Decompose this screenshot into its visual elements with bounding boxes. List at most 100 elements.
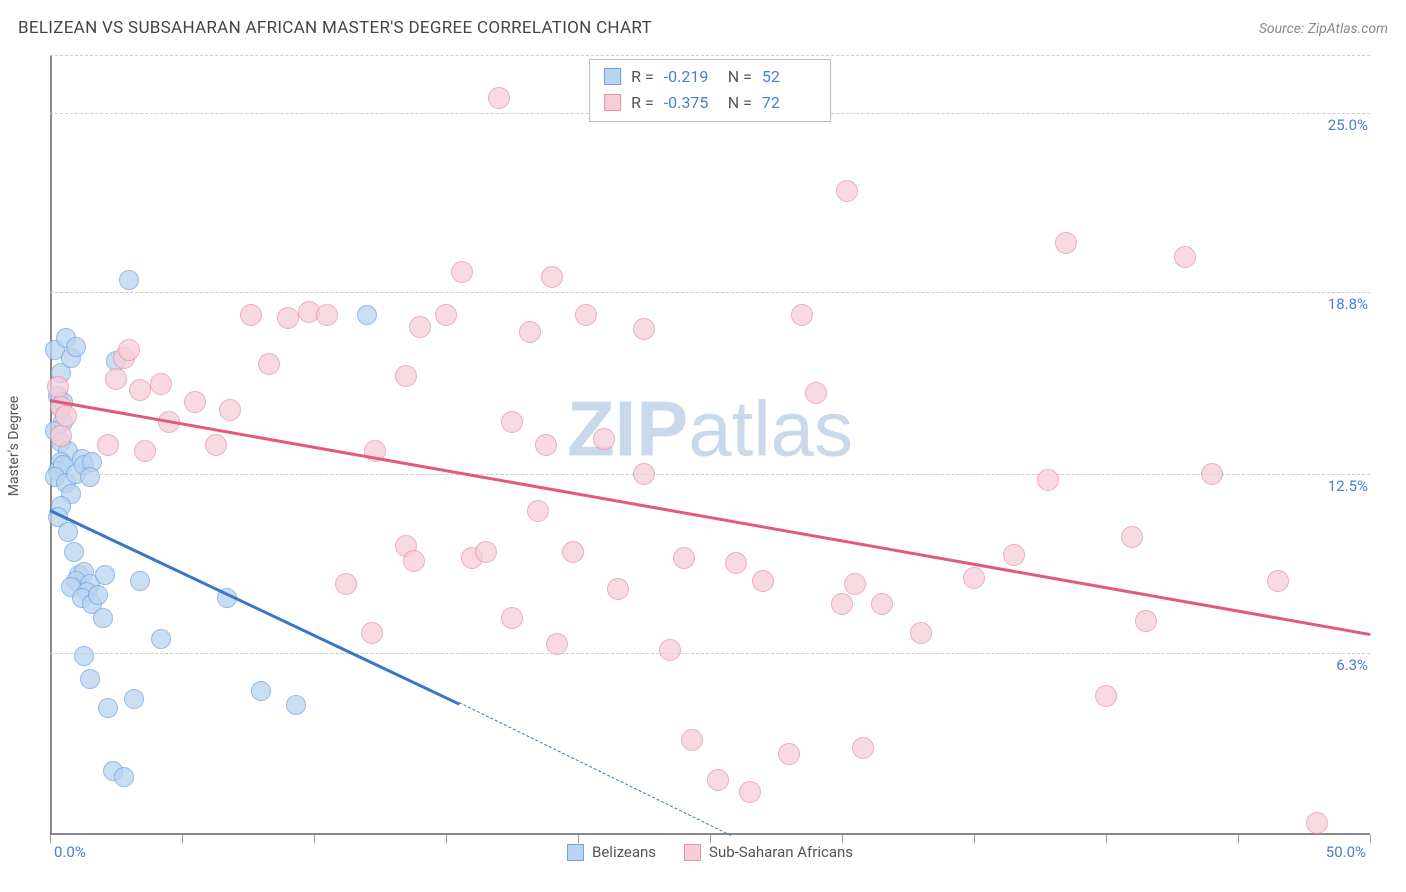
data-point-belizeans bbox=[74, 646, 94, 666]
legend-bottom: Belizeans Sub-Saharan Africans bbox=[567, 843, 853, 861]
data-point-belizeans bbox=[93, 608, 113, 628]
data-point-subsaharan bbox=[1267, 570, 1289, 592]
data-point-belizeans bbox=[119, 270, 139, 290]
data-point-belizeans bbox=[80, 669, 100, 689]
data-point-belizeans bbox=[124, 689, 144, 709]
swatch-subsaharan bbox=[684, 844, 701, 861]
swatch-belizeans bbox=[567, 844, 584, 861]
x-tick bbox=[1238, 835, 1239, 843]
data-point-subsaharan bbox=[725, 552, 747, 574]
data-point-subsaharan bbox=[871, 593, 893, 615]
stats-row-subsaharan: R = -0.375 N = 72 bbox=[604, 90, 816, 116]
y-tick-label: 6.3% bbox=[1332, 656, 1372, 674]
data-point-subsaharan bbox=[475, 541, 497, 563]
data-point-subsaharan bbox=[607, 578, 629, 600]
swatch-stats-belizeans bbox=[604, 68, 621, 85]
data-point-belizeans bbox=[251, 681, 271, 701]
data-point-subsaharan bbox=[1003, 544, 1025, 566]
data-point-belizeans bbox=[95, 565, 115, 585]
data-point-subsaharan bbox=[633, 463, 655, 485]
trend-line bbox=[50, 399, 1370, 635]
data-point-subsaharan bbox=[219, 399, 241, 421]
gridline bbox=[50, 55, 1370, 56]
data-point-subsaharan bbox=[50, 425, 72, 447]
data-point-subsaharan bbox=[335, 573, 357, 595]
data-point-subsaharan bbox=[184, 391, 206, 413]
data-point-subsaharan bbox=[535, 434, 557, 456]
data-point-subsaharan bbox=[1174, 246, 1196, 268]
trend-line bbox=[459, 702, 731, 836]
y-tick-label: 12.5% bbox=[1324, 477, 1372, 495]
stats-box: R = -0.219 N = 52 R = -0.375 N = 72 bbox=[589, 59, 831, 122]
data-point-belizeans bbox=[58, 522, 78, 542]
data-point-subsaharan bbox=[519, 321, 541, 343]
x-tick bbox=[842, 835, 843, 843]
data-point-subsaharan bbox=[150, 373, 172, 395]
swatch-stats-subsaharan bbox=[604, 94, 621, 111]
legend-item-belizeans: Belizeans bbox=[567, 843, 656, 861]
data-point-subsaharan bbox=[681, 729, 703, 751]
data-point-subsaharan bbox=[1055, 232, 1077, 254]
data-point-subsaharan bbox=[1135, 610, 1157, 632]
legend-item-subsaharan: Sub-Saharan Africans bbox=[684, 843, 853, 861]
data-point-belizeans bbox=[88, 585, 108, 605]
data-point-belizeans bbox=[114, 767, 134, 787]
data-point-subsaharan bbox=[836, 180, 858, 202]
data-point-subsaharan bbox=[47, 376, 69, 398]
gridline bbox=[50, 653, 1370, 654]
data-point-subsaharan bbox=[105, 368, 127, 390]
x-tick bbox=[1370, 835, 1371, 843]
data-point-subsaharan bbox=[963, 567, 985, 589]
data-point-subsaharan bbox=[1095, 685, 1117, 707]
data-point-subsaharan bbox=[831, 593, 853, 615]
data-point-subsaharan bbox=[910, 622, 932, 644]
y-tick-label: 25.0% bbox=[1324, 116, 1372, 134]
data-point-belizeans bbox=[80, 467, 100, 487]
data-point-subsaharan bbox=[118, 339, 140, 361]
gridline bbox=[50, 292, 1370, 293]
source-attribution: Source: ZipAtlas.com bbox=[1259, 21, 1388, 37]
data-point-subsaharan bbox=[409, 316, 431, 338]
data-point-subsaharan bbox=[633, 318, 655, 340]
x-tick bbox=[182, 835, 183, 843]
data-point-belizeans bbox=[286, 695, 306, 715]
x-tick bbox=[710, 835, 711, 843]
data-point-belizeans bbox=[130, 571, 150, 591]
data-point-subsaharan bbox=[403, 550, 425, 572]
data-point-subsaharan bbox=[673, 547, 695, 569]
x-tick bbox=[314, 835, 315, 843]
data-point-subsaharan bbox=[435, 304, 457, 326]
data-point-subsaharan bbox=[501, 411, 523, 433]
data-point-subsaharan bbox=[778, 743, 800, 765]
data-point-subsaharan bbox=[659, 639, 681, 661]
chart-title: BELIZEAN VS SUBSAHARAN AFRICAN MASTER'S … bbox=[18, 18, 652, 38]
data-point-belizeans bbox=[64, 542, 84, 562]
x-tick bbox=[578, 835, 579, 843]
x-tick-min: 0.0% bbox=[54, 843, 86, 861]
data-point-subsaharan bbox=[791, 304, 813, 326]
data-point-belizeans bbox=[66, 337, 86, 357]
x-tick bbox=[50, 835, 51, 843]
data-point-subsaharan bbox=[575, 304, 597, 326]
x-tick bbox=[446, 835, 447, 843]
data-point-subsaharan bbox=[739, 781, 761, 803]
data-point-subsaharan bbox=[501, 607, 523, 629]
scatter-plot-area: ZIPatlas 0.0% 50.0% Belizeans Sub-Sahara… bbox=[50, 55, 1370, 835]
data-point-belizeans bbox=[357, 305, 377, 325]
data-point-subsaharan bbox=[316, 304, 338, 326]
data-point-subsaharan bbox=[852, 737, 874, 759]
data-point-subsaharan bbox=[541, 266, 563, 288]
data-point-subsaharan bbox=[134, 440, 156, 462]
data-point-subsaharan bbox=[546, 633, 568, 655]
data-point-subsaharan bbox=[752, 570, 774, 592]
data-point-subsaharan bbox=[277, 307, 299, 329]
data-point-subsaharan bbox=[55, 405, 77, 427]
data-point-subsaharan bbox=[129, 379, 151, 401]
data-point-subsaharan bbox=[1037, 469, 1059, 491]
y-axis-label: Master's Degree bbox=[6, 396, 22, 496]
x-tick-max: 50.0% bbox=[1326, 843, 1366, 861]
data-point-subsaharan bbox=[395, 365, 417, 387]
x-tick bbox=[1106, 835, 1107, 843]
stats-row-belizeans: R = -0.219 N = 52 bbox=[604, 64, 816, 90]
data-point-subsaharan bbox=[562, 541, 584, 563]
